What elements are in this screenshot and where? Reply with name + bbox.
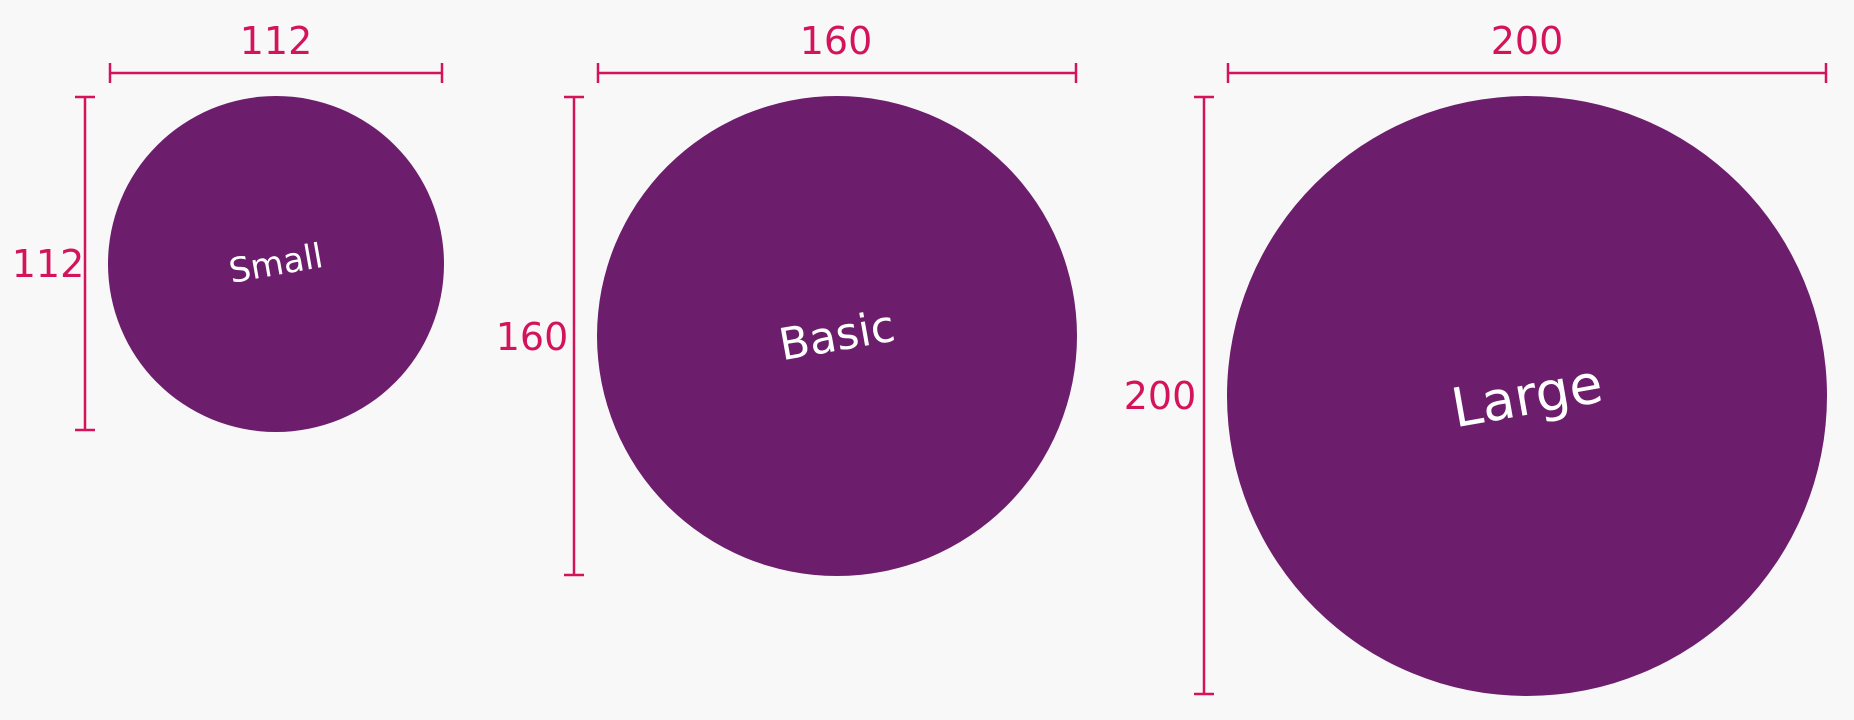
small-width-dimension: 112 [108, 19, 444, 83]
large-width-label: 200 [1491, 19, 1564, 63]
small-shape-group: 112 112 Small [12, 19, 444, 432]
basic-height-label: 160 [496, 315, 569, 359]
basic-circle [597, 96, 1077, 576]
large-shape-group: 200 200 Large [1124, 19, 1828, 696]
basic-width-label: 160 [800, 19, 873, 63]
basic-height-dimension: 160 [496, 95, 584, 577]
large-width-dimension: 200 [1226, 19, 1828, 83]
small-height-label: 112 [12, 242, 85, 286]
small-circle [108, 96, 444, 432]
large-height-dimension: 200 [1124, 95, 1214, 696]
basic-shape-group: 160 160 Basic [496, 19, 1078, 577]
basic-width-dimension: 160 [596, 19, 1078, 83]
large-height-label: 200 [1124, 374, 1197, 418]
small-height-dimension: 112 [12, 95, 95, 432]
small-width-label: 112 [240, 19, 313, 63]
large-circle [1227, 96, 1827, 696]
